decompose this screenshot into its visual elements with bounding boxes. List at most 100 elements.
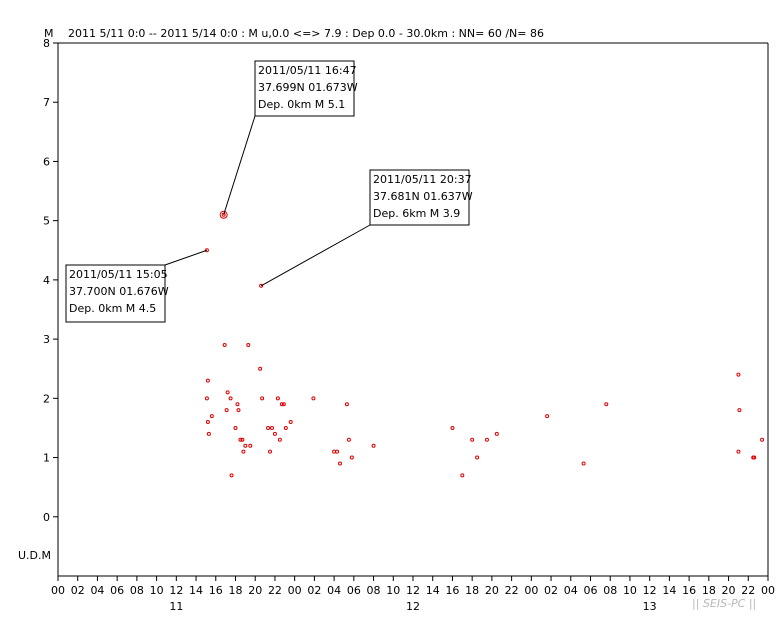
- data-point: [604, 402, 609, 407]
- data-point: [281, 402, 286, 407]
- x-tick-label: 20: [485, 584, 499, 597]
- data-point: [228, 396, 233, 401]
- y-tick-label: 8: [43, 37, 50, 50]
- annotation-box: [369, 169, 470, 226]
- x-tick-label: 16: [209, 584, 223, 597]
- x-axis: 00 02 04 06 08 10 12 14 16 18 20 22 00 02 04 06 08 10 12 14…: [51, 576, 775, 597]
- x-tick-label: 08: [603, 584, 617, 597]
- x-tick-label: 22: [741, 584, 755, 597]
- highlight-point: [219, 210, 228, 219]
- data-point: [243, 443, 248, 448]
- data-point: [346, 437, 351, 442]
- x-tick-label: 06: [584, 584, 598, 597]
- x-tick-label: 02: [71, 584, 85, 597]
- y-tick-label: 0: [43, 511, 50, 524]
- data-point: [277, 437, 282, 442]
- annotation-box: [254, 60, 355, 117]
- annotation-text: 37.699N 01.673W: [258, 81, 358, 94]
- x-tick-label: 06: [347, 584, 361, 597]
- x-tick-label: 02: [307, 584, 321, 597]
- data-point: [272, 431, 277, 436]
- data-point: [240, 437, 245, 442]
- x-tick-label: 00: [761, 584, 775, 597]
- y-tick-label: 2: [43, 392, 50, 405]
- data-point: [233, 425, 238, 430]
- annotation-leader-line: [223, 115, 256, 215]
- x-tick-label: 16: [445, 584, 459, 597]
- data-point: [752, 455, 757, 460]
- y-axis-unit-label: M: [44, 27, 54, 40]
- data-point: [475, 455, 480, 460]
- data-point: [460, 473, 465, 478]
- x-tick-label: 00: [51, 584, 65, 597]
- data-point: [224, 408, 229, 413]
- data-point: [238, 437, 243, 442]
- x-tick-label: 20: [722, 584, 736, 597]
- data-point: [225, 390, 230, 395]
- data-point: [266, 425, 271, 430]
- annotation-text: Dep. 0km M 4.5: [69, 302, 156, 315]
- day-label: 11: [169, 600, 183, 613]
- data-point: [484, 437, 489, 442]
- x-tick-label: 12: [169, 584, 183, 597]
- data-point: [235, 402, 240, 407]
- x-tick-label: 22: [505, 584, 519, 597]
- day-label: 13: [643, 600, 657, 613]
- udm-label: U.D.M: [18, 549, 51, 562]
- watermark: || SEIS-PC ||: [692, 597, 756, 610]
- day-label: 12: [406, 600, 420, 613]
- data-point: [259, 283, 264, 288]
- x-tick-label: 10: [386, 584, 400, 597]
- annotation-text: 37.681N 01.637W: [373, 190, 473, 203]
- data-point: [736, 449, 741, 454]
- annotation-leader-line: [164, 249, 208, 266]
- data-point: [279, 402, 284, 407]
- y-tick-label: 5: [43, 215, 50, 228]
- x-tick-label: 06: [110, 584, 124, 597]
- data-point: [338, 461, 343, 466]
- data-point: [260, 396, 265, 401]
- annotations: 2011/05/11 16:47 37.699N 01.673W Dep. 0km …: [65, 60, 473, 323]
- data-point: [206, 431, 211, 436]
- y-tick-label: 3: [43, 333, 50, 346]
- x-tick-label: 02: [544, 584, 558, 597]
- data-point: [545, 414, 550, 419]
- x-tick-label: 14: [426, 584, 440, 597]
- annotation-leader-line: [260, 224, 371, 287]
- x-tick-label: 14: [189, 584, 203, 597]
- x-tick-label: 12: [643, 584, 657, 597]
- data-point: [494, 431, 499, 436]
- x-axis-day-labels: 11 12 13: [169, 600, 656, 613]
- y-tick-label: 4: [43, 274, 50, 287]
- x-tick-label: 04: [327, 584, 341, 597]
- data-point: [470, 437, 475, 442]
- y-tick-label: 6: [43, 155, 50, 168]
- y-tick-label: 1: [43, 452, 50, 465]
- x-tick-label: 16: [682, 584, 696, 597]
- x-tick-label: 00: [288, 584, 302, 597]
- data-point: [335, 449, 340, 454]
- data-point: [275, 396, 280, 401]
- data-point: [311, 396, 316, 401]
- annotation-text: 2011/05/11 20:37: [373, 173, 472, 186]
- data-point: [248, 443, 253, 448]
- x-tick-label: 08: [367, 584, 381, 597]
- x-tick-label: 14: [662, 584, 676, 597]
- annotation-box: [65, 264, 166, 323]
- data-point: [344, 402, 349, 407]
- annotation-text: Dep. 0km M 5.1: [258, 98, 345, 111]
- x-tick-label: 10: [623, 584, 637, 597]
- x-tick-label: 04: [90, 584, 104, 597]
- annotation-text: 2011/05/11 15:05: [69, 268, 168, 281]
- chart-header: 2011 5/11 0:0 -- 2011 5/14 0:0 : M u,0.0…: [68, 27, 544, 40]
- annotation-text: 2011/05/11 16:47: [258, 64, 357, 77]
- data-point: [288, 420, 293, 425]
- x-tick-label: 00: [524, 584, 538, 597]
- x-tick-label: 18: [229, 584, 243, 597]
- x-tick-label: 20: [248, 584, 262, 597]
- data-point: [371, 443, 376, 448]
- x-tick-label: 12: [406, 584, 420, 597]
- data-point: [760, 437, 765, 442]
- data-point: [268, 449, 273, 454]
